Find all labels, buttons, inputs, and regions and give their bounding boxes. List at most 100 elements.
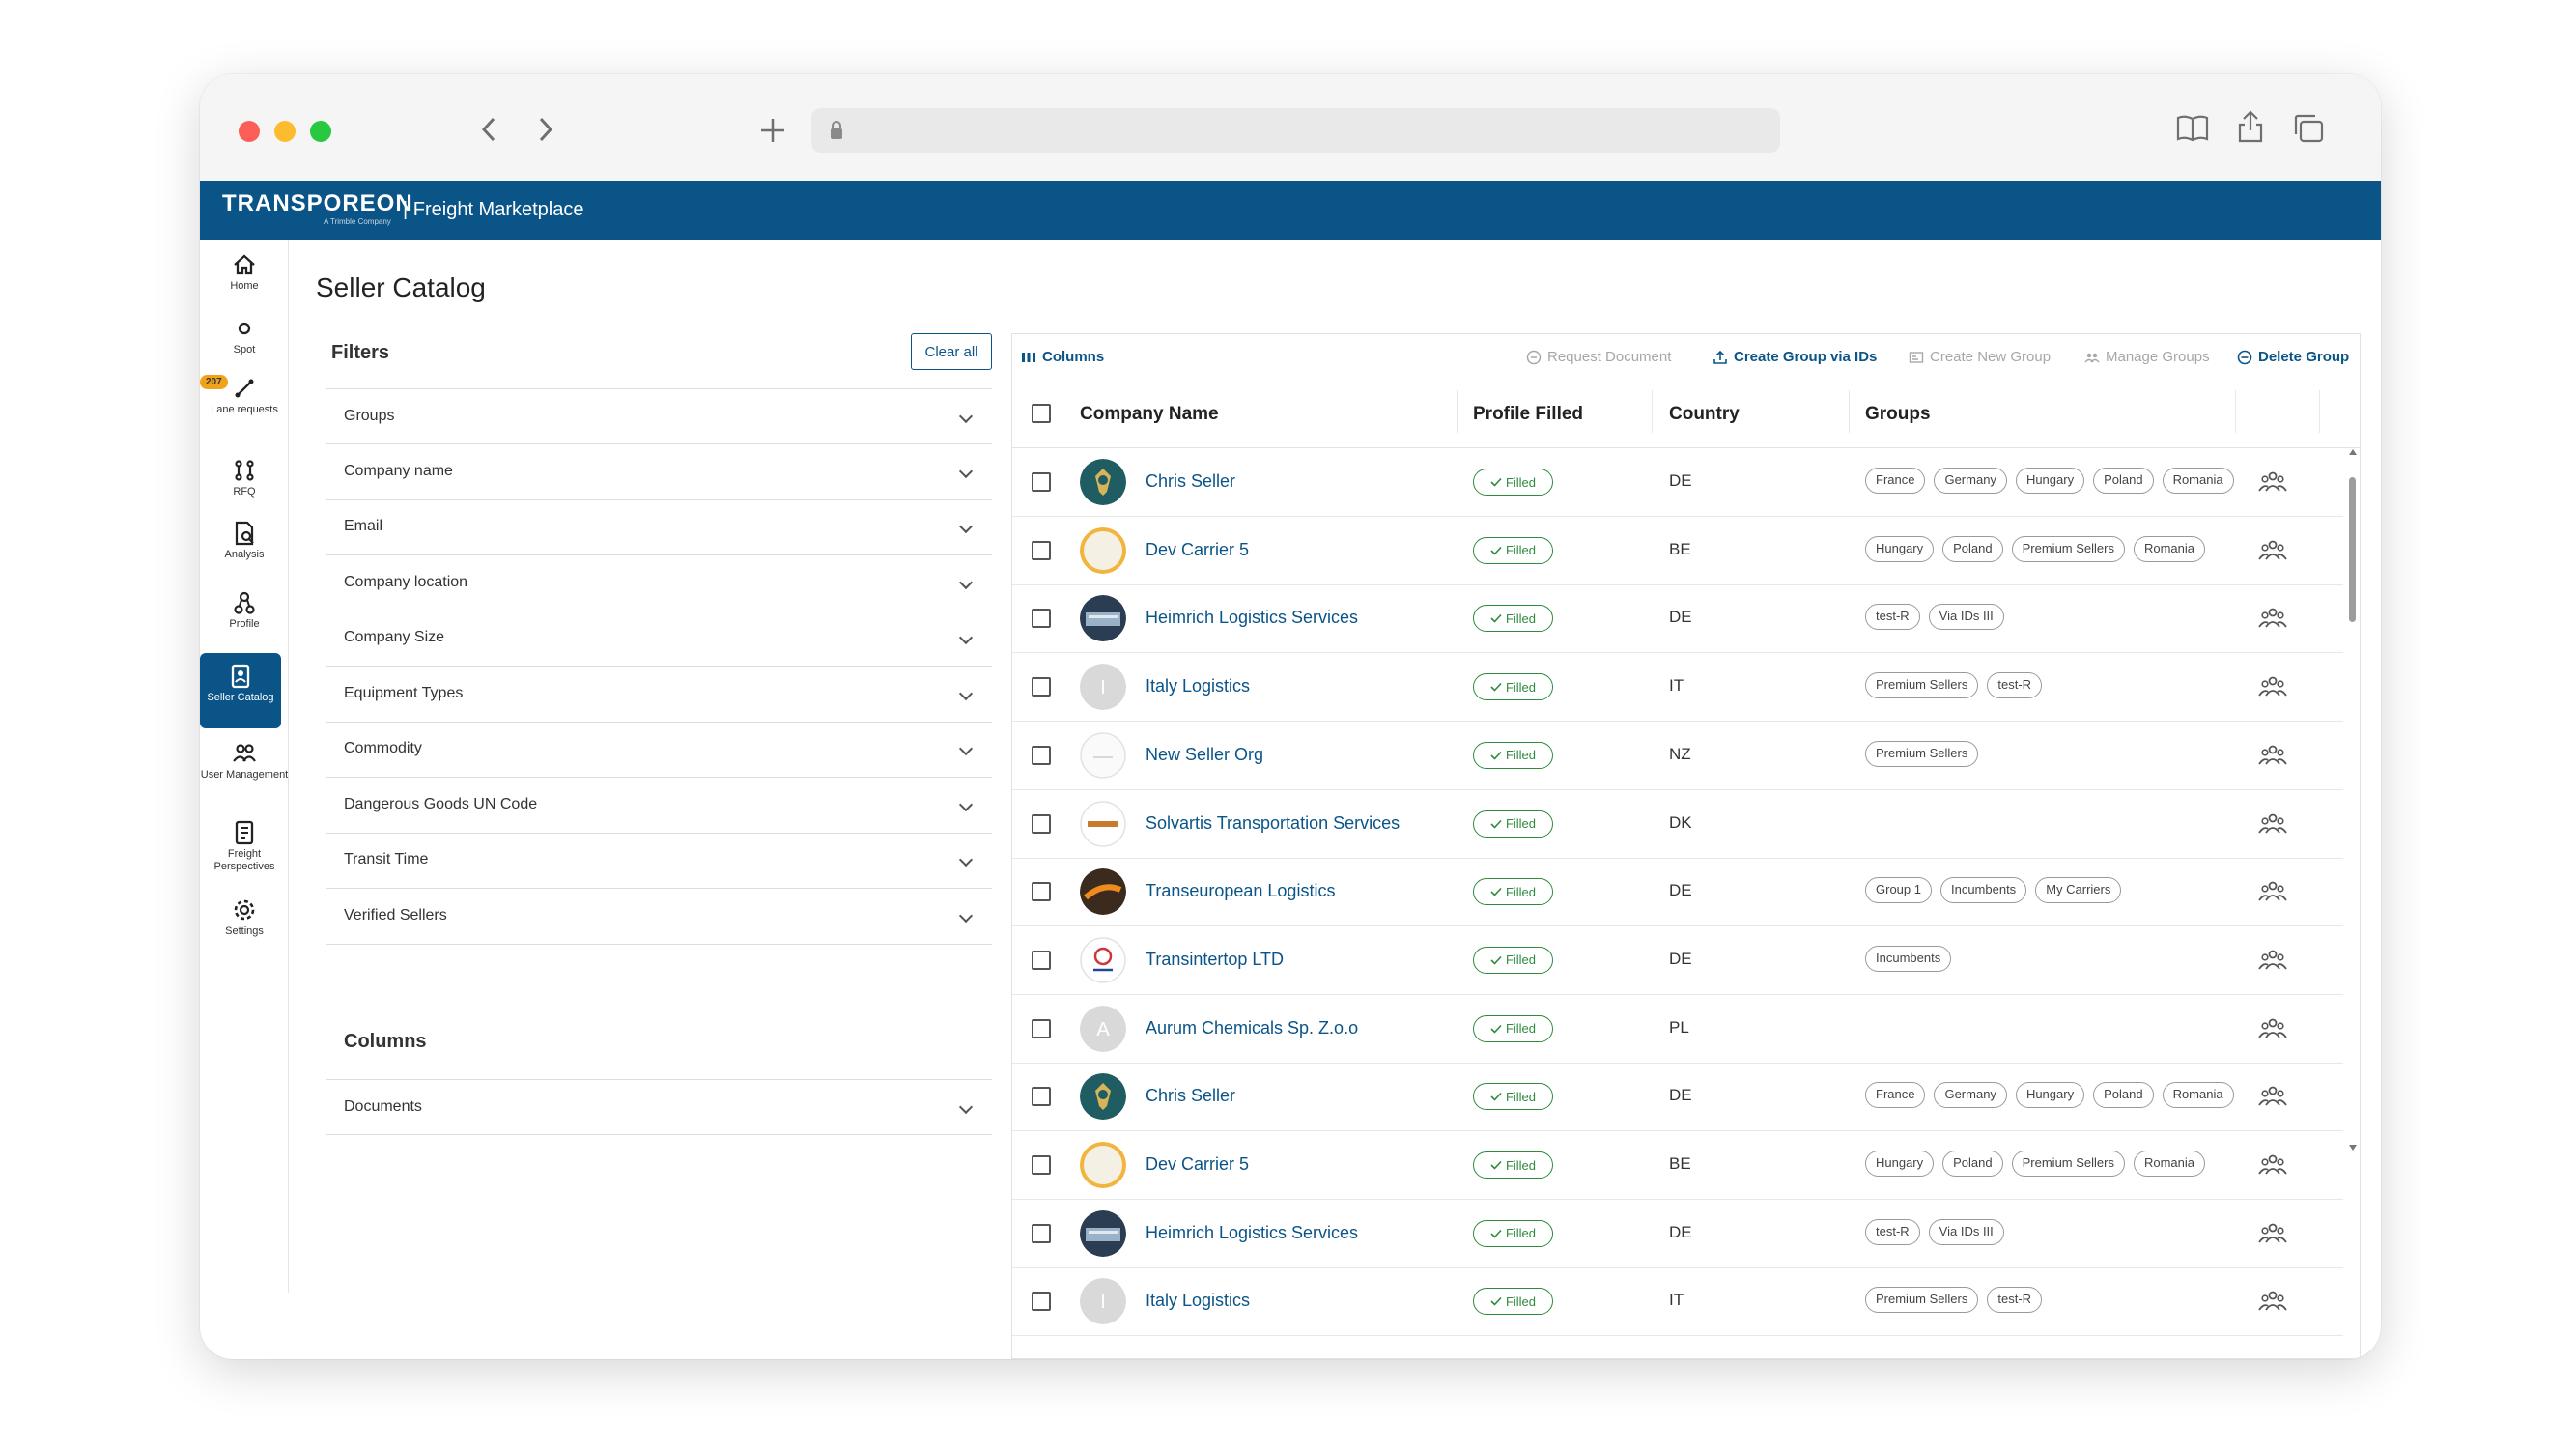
filter-dangerous-goods-un-code[interactable]: Dangerous Goods UN Code: [326, 778, 992, 834]
company-name-link[interactable]: Dev Carrier 5: [1146, 539, 1250, 559]
nav-item-freight-perspectives[interactable]: Freight Perspectives: [200, 819, 289, 873]
manage-groups-icon[interactable]: [2258, 1084, 2287, 1109]
company-name-link[interactable]: Italy Logistics: [1146, 1291, 1251, 1311]
company-name-link[interactable]: Italy Logistics: [1146, 676, 1251, 697]
row-checkbox[interactable]: [1032, 677, 1051, 697]
nav-item-profile[interactable]: Profile: [200, 589, 289, 631]
filter-documents[interactable]: Documents: [326, 1079, 992, 1135]
create-new-group-button[interactable]: Create New Group: [1909, 349, 2051, 365]
reader-icon[interactable]: [2175, 113, 2210, 148]
table-row[interactable]: Chris Seller Filled DE France Germany Hungary…: [1012, 1063, 2343, 1132]
table-row[interactable]: I Italy Logistics Filled IT Premium Sellers t…: [1012, 1267, 2343, 1337]
manage-groups-icon[interactable]: [2258, 606, 2287, 631]
manage-groups-icon[interactable]: [2258, 811, 2287, 837]
row-checkbox[interactable]: [1032, 1292, 1051, 1312]
row-checkbox[interactable]: [1032, 1018, 1051, 1038]
manage-groups-button[interactable]: Manage Groups: [2084, 349, 2210, 365]
header-country[interactable]: Country: [1669, 404, 1740, 424]
manage-groups-icon[interactable]: [2258, 1152, 2287, 1178]
table-row[interactable]: Dev Carrier 5 Filled BE Hungary Poland Premiu…: [1012, 1131, 2343, 1200]
delete-group-button[interactable]: Delete Group: [2237, 349, 2349, 365]
row-checkbox[interactable]: [1032, 540, 1051, 560]
nav-item-settings[interactable]: Settings: [200, 896, 289, 938]
manage-groups-icon[interactable]: [2258, 743, 2287, 768]
clear-all-button[interactable]: Clear all: [911, 333, 992, 370]
company-name-link[interactable]: Aurum Chemicals Sp. Z.o.o: [1146, 1017, 1359, 1038]
row-checkbox[interactable]: [1032, 609, 1051, 629]
new-tab-button[interactable]: [758, 116, 787, 149]
table-row[interactable]: Dev Carrier 5 Filled BE Hungary Poland Premiu…: [1012, 517, 2343, 585]
company-name-link[interactable]: New Seller Org: [1146, 744, 1264, 764]
nav-item-analysis[interactable]: Analysis: [200, 520, 289, 561]
nav-item-seller-catalog[interactable]: Seller Catalog: [200, 653, 281, 728]
company-name-link[interactable]: Heimrich Logistics Services: [1146, 608, 1359, 628]
company-name-link[interactable]: Transintertop LTD: [1146, 949, 1285, 969]
row-checkbox[interactable]: [1032, 745, 1051, 765]
header-profile-filled[interactable]: Profile Filled: [1473, 404, 1584, 424]
row-checkbox[interactable]: [1032, 882, 1051, 902]
filter-company-name[interactable]: Company name: [326, 444, 992, 500]
manage-groups-icon[interactable]: [2258, 674, 2287, 699]
nav-item-lane-requests[interactable]: Lane requests: [200, 375, 289, 416]
table-row[interactable]: Transeuropean Logistics Filled DE Group 1 In…: [1012, 858, 2343, 927]
header-groups[interactable]: Groups: [1865, 404, 1931, 424]
manage-groups-icon[interactable]: [2258, 1221, 2287, 1246]
company-name-link[interactable]: Chris Seller: [1146, 471, 1236, 491]
company-name-link[interactable]: Dev Carrier 5: [1146, 1154, 1250, 1174]
back-button[interactable]: [478, 115, 499, 148]
company-name-link[interactable]: Transeuropean Logistics: [1146, 881, 1336, 901]
company-name-link[interactable]: Heimrich Logistics Services: [1146, 1222, 1359, 1242]
filter-email[interactable]: Email: [326, 499, 992, 555]
brand-logo[interactable]: TRANSPOREON: [222, 190, 413, 216]
table-row[interactable]: A Aurum Chemicals Sp. Z.o.o Filled PL: [1012, 995, 2343, 1064]
forward-button[interactable]: [535, 115, 556, 148]
nav-item-rfq[interactable]: RFQ: [200, 457, 289, 498]
table-row[interactable]: New Seller Org Filled NZ Premium Sellers: [1012, 722, 2343, 790]
nav-item-user-management[interactable]: User Management: [200, 740, 289, 782]
nav-item-spot[interactable]: Spot: [200, 315, 289, 356]
scroll-down-icon[interactable]: [2348, 1144, 2358, 1151]
select-all-checkbox[interactable]: [1032, 404, 1051, 423]
filter-equipment-types[interactable]: Equipment Types: [326, 667, 992, 723]
filter-transit-time[interactable]: Transit Time: [326, 833, 992, 889]
manage-groups-icon[interactable]: [2258, 538, 2287, 563]
maximize-window-button[interactable]: [310, 121, 331, 142]
table-row[interactable]: Heimrich Logistics Services Filled DE test-…: [1012, 584, 2343, 654]
row-checkbox[interactable]: [1032, 950, 1051, 970]
table-row[interactable]: Heimrich Logistics Services Filled DE test-…: [1012, 1200, 2343, 1268]
filter-commodity[interactable]: Commodity: [326, 722, 992, 778]
company-name-link[interactable]: Solvartis Transportation Services: [1146, 812, 1401, 833]
table-row[interactable]: I Italy Logistics Filled IT Premium Sellers t…: [1012, 653, 2343, 723]
manage-groups-icon[interactable]: [2258, 879, 2287, 904]
close-window-button[interactable]: [239, 121, 260, 142]
filter-groups[interactable]: Groups: [326, 388, 992, 444]
row-checkbox[interactable]: [1032, 1155, 1051, 1175]
row-checkbox[interactable]: [1032, 1223, 1051, 1243]
request-document-button[interactable]: Request Document: [1526, 349, 1671, 365]
filter-company-location[interactable]: Company location: [326, 555, 992, 611]
row-checkbox[interactable]: [1032, 472, 1051, 492]
table-row[interactable]: Chris Seller Filled DE France Germany Hungary…: [1012, 448, 2343, 517]
tabs-overview-icon[interactable]: [2292, 113, 2325, 148]
row-checkbox[interactable]: [1032, 813, 1051, 834]
table-scrollbar[interactable]: [2347, 448, 2359, 1153]
minimize-window-button[interactable]: [274, 121, 296, 142]
header-company-name[interactable]: Company Name: [1080, 404, 1219, 424]
nav-item-home[interactable]: Home: [200, 251, 289, 293]
manage-groups-icon[interactable]: [2258, 1016, 2287, 1041]
manage-groups-icon[interactable]: [2258, 469, 2287, 495]
create-group-via-ids-button[interactable]: Create Group via IDs: [1713, 349, 1877, 365]
filter-company-size[interactable]: Company Size: [326, 611, 992, 667]
columns-button[interactable]: Columns: [1021, 349, 1104, 365]
company-name-link[interactable]: Chris Seller: [1146, 1086, 1236, 1106]
manage-groups-icon[interactable]: [2258, 948, 2287, 973]
row-checkbox[interactable]: [1032, 1087, 1051, 1107]
scrollbar-thumb[interactable]: [2349, 477, 2356, 622]
share-icon[interactable]: [2236, 109, 2265, 148]
table-row[interactable]: Transintertop LTD Filled DE Incumbents: [1012, 926, 2343, 995]
address-bar[interactable]: [811, 108, 1780, 153]
scroll-up-icon[interactable]: [2348, 448, 2358, 456]
manage-groups-icon[interactable]: [2258, 1289, 2287, 1314]
filter-verified-sellers[interactable]: Verified Sellers: [326, 889, 992, 945]
table-row[interactable]: Solvartis Transportation Services Filled D…: [1012, 790, 2343, 859]
